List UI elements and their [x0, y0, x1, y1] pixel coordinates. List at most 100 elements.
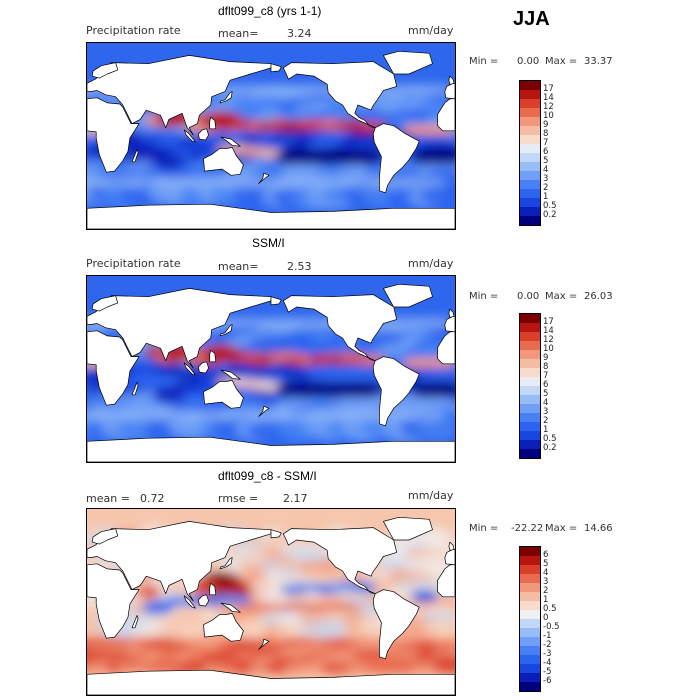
colorbar-swatches: [519, 80, 541, 226]
colorbar-tick-label: -5: [543, 667, 552, 677]
landmass-europeW: [444, 548, 455, 566]
colorbar-swatch: [520, 377, 540, 386]
colorbar-tick-label: 17: [543, 84, 554, 94]
colorbar-tick-label: 1: [543, 425, 549, 435]
colorbar-swatch: [520, 431, 540, 440]
landmass-philippines: [209, 350, 217, 363]
colorbar-swatch: [520, 90, 540, 99]
landmass-australia: [203, 147, 244, 176]
landmass-scandinavia: [91, 295, 119, 312]
panel3-map-svg: [87, 509, 455, 695]
field-blob: [419, 609, 455, 625]
landmass-newguinea: [220, 136, 241, 147]
landmass-australia: [203, 380, 244, 409]
colorbar-swatch: [520, 162, 540, 171]
field-blob: [249, 409, 293, 422]
field-blob: [126, 176, 171, 189]
colorbar-tick-label: 6: [543, 147, 549, 157]
colorbar-swatches: [519, 313, 541, 459]
landmass-newguinea: [220, 369, 241, 380]
field-blob: [234, 620, 270, 640]
field-blob: [279, 409, 324, 422]
colorbar-swatch: [520, 574, 540, 583]
colorbar-tick-label: 7: [543, 138, 549, 148]
colorbar-swatch: [520, 207, 540, 216]
colorbar-swatch: [520, 341, 540, 350]
field-blob: [410, 590, 439, 603]
colorbar-swatch: [520, 449, 540, 458]
panel1-min-label: Min =: [469, 56, 499, 67]
landmass-borneo: [198, 128, 209, 141]
landmass-eurasiaE: [270, 529, 282, 539]
landmass-uk: [448, 541, 455, 551]
landmass-europeW: [444, 315, 455, 333]
colorbar-tick-label: 2: [543, 183, 549, 193]
panel3-mean-label: mean =: [86, 492, 130, 505]
landmass-borneo: [198, 361, 209, 374]
colorbar-swatch: [520, 592, 540, 601]
landmass-namerica: [282, 294, 398, 362]
season-label: JJA: [513, 8, 550, 30]
landmass-antarctica: [87, 203, 455, 229]
landmass-eurasia: [87, 55, 272, 136]
field-blob: [316, 619, 351, 638]
field-blob: [310, 409, 355, 422]
colorbar-tick-label: 17: [543, 317, 554, 327]
colorbar-tick-label: 3: [543, 407, 549, 417]
colorbar-swatch: [520, 126, 540, 135]
landmass-greenland: [383, 516, 433, 541]
field-blob: [218, 409, 263, 422]
colorbar-swatch: [520, 583, 540, 592]
field-blob: [414, 83, 455, 96]
colorbar-tick-label: 14: [543, 326, 554, 336]
landmass-japan: [219, 324, 233, 337]
landmass-eurasiaE: [270, 63, 282, 73]
panel1-min-value: 0.00: [517, 56, 540, 67]
colorbar-tick-label: 4: [543, 165, 549, 175]
field-blob: [187, 409, 232, 422]
colorbar-tick-label: 1: [543, 595, 549, 605]
landmass-europeW: [444, 82, 455, 100]
field-blob: [310, 176, 355, 189]
field-blob: [152, 386, 185, 403]
landmass-madagascar: [131, 382, 139, 396]
colorbar-tick-label: 3: [543, 577, 549, 587]
panel2-title: SSM/I: [252, 236, 285, 250]
colorbar-swatch: [520, 117, 540, 126]
field-blob: [142, 600, 175, 615]
field-blob: [341, 409, 385, 422]
landmass-madagascar: [131, 149, 139, 163]
colorbar-tick-label: -6: [543, 676, 552, 686]
landmass-namerica: [282, 527, 398, 595]
panel1-title: dflt099_c8 (yrs 1-1): [218, 4, 322, 18]
colorbar-swatch: [520, 180, 540, 189]
field-blob: [352, 148, 385, 165]
field-blob: [218, 176, 263, 189]
panel3-rmse-label: rmse =: [218, 492, 259, 505]
colorbar-swatch: [520, 556, 540, 565]
field-blob: [431, 662, 455, 675]
colorbar-swatch: [520, 81, 540, 90]
colorbar-swatch: [520, 350, 540, 359]
colorbar-swatch: [520, 135, 540, 144]
field-blob: [126, 409, 171, 422]
colorbar-swatch: [520, 619, 540, 628]
landmass-scandinavia: [91, 528, 119, 545]
field-blob: [157, 176, 201, 189]
landmass-japan: [219, 91, 233, 104]
panel1-max-value: 33.37: [584, 56, 613, 67]
colorbar-swatch: [520, 171, 540, 180]
field-blob: [233, 182, 273, 211]
panel3-map: [86, 508, 456, 696]
landmass-samerica: [372, 123, 420, 194]
colorbar-swatch: [520, 601, 540, 610]
field-blob: [434, 148, 455, 165]
field-blob: [291, 83, 332, 96]
field-blob: [414, 316, 455, 329]
colorbar-swatch: [520, 682, 540, 691]
colorbar-tick-label: 10: [543, 344, 554, 354]
field-blob: [152, 153, 185, 170]
field-blob: [157, 409, 201, 422]
colorbar-tick-label: 6: [543, 380, 549, 390]
colorbar-swatch: [520, 637, 540, 646]
